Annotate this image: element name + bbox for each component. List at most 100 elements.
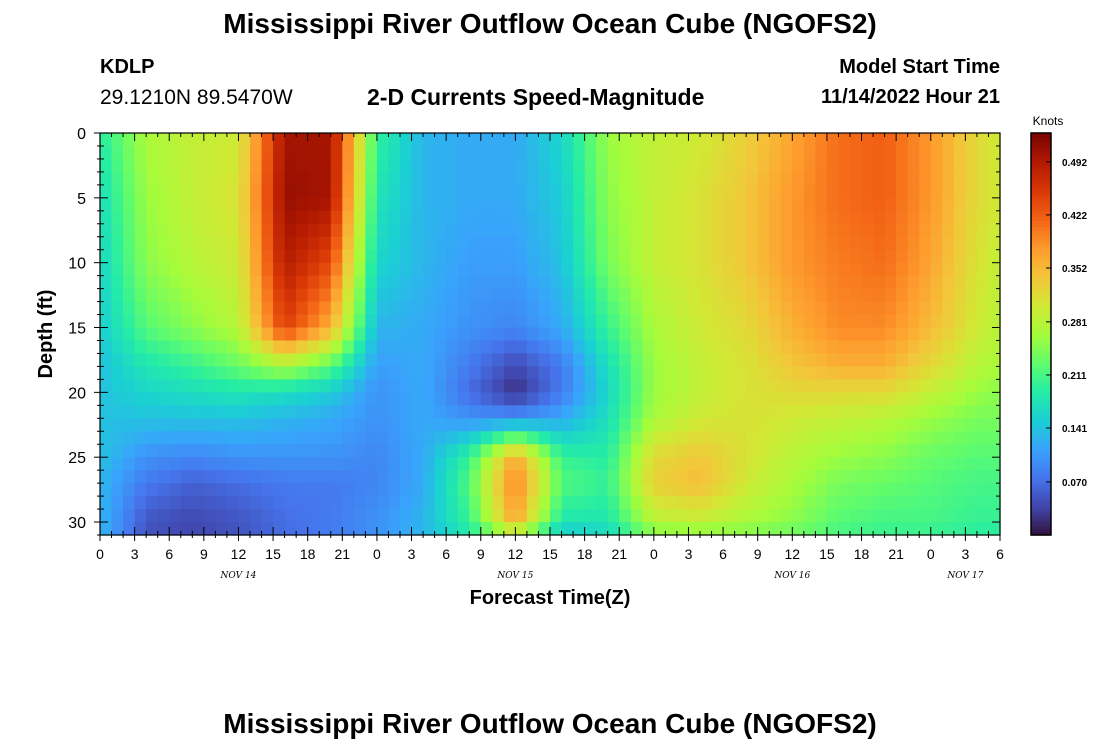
heatmap-cell (434, 288, 447, 303)
x-tick-label: 0 (650, 546, 658, 562)
heatmap-cell (111, 522, 124, 536)
heatmap-cell (376, 470, 390, 484)
heatmap-cell (526, 392, 540, 406)
heatmap-cell (642, 509, 655, 523)
heatmap-cell (630, 457, 643, 471)
heatmap-cell (676, 366, 690, 380)
heatmap-cell (261, 275, 274, 290)
heatmap-cell (296, 353, 309, 368)
heatmap-cell (388, 496, 401, 510)
heatmap-cell (169, 483, 182, 497)
heatmap-cell (757, 444, 770, 458)
heatmap-cell (273, 353, 286, 368)
heatmap-cell (157, 366, 170, 380)
heatmap-cell (965, 197, 978, 212)
heatmap-cell (157, 431, 170, 445)
heatmap-cell (250, 314, 263, 329)
heatmap-cell (896, 133, 909, 147)
heatmap-cell (503, 275, 516, 290)
heatmap-cell (388, 262, 401, 277)
heatmap-cell (226, 522, 240, 536)
heatmap-cell (596, 340, 609, 355)
colorbar-swatch (1031, 474, 1051, 479)
date-label: NOV 14 (220, 571, 257, 581)
heatmap-cell (157, 301, 170, 316)
heatmap-cell (146, 392, 159, 406)
heatmap-cell (480, 158, 493, 173)
heatmap-cell (307, 133, 320, 147)
heatmap-cell (665, 133, 678, 147)
heatmap-cell (515, 483, 528, 497)
heatmap-cell (250, 418, 263, 432)
heatmap-cell (688, 197, 701, 212)
heatmap-cell (976, 470, 990, 484)
heatmap-cell (492, 379, 505, 393)
heatmap-cell (573, 496, 586, 510)
heatmap-cell (653, 301, 666, 316)
colorbar-swatch (1031, 491, 1051, 496)
colorbar-swatch (1031, 250, 1051, 255)
heatmap-cell (134, 158, 147, 173)
heatmap-cell (538, 431, 551, 445)
heatmap-cell (896, 392, 909, 406)
heatmap-cell (111, 301, 124, 316)
heatmap-cell (446, 288, 459, 303)
heatmap-cell (919, 210, 932, 225)
heatmap-cell (400, 483, 413, 497)
heatmap-cell (319, 197, 332, 212)
heatmap-cell (146, 340, 159, 355)
heatmap-cell (584, 158, 597, 173)
heatmap-cell (226, 184, 240, 199)
heatmap-cell (746, 145, 759, 160)
heatmap-cell (503, 431, 516, 445)
heatmap-cell (307, 288, 320, 303)
heatmap-cell (376, 145, 390, 160)
heatmap-cell (584, 236, 597, 251)
heatmap-cell (100, 275, 113, 290)
heatmap-cell (203, 314, 216, 329)
heatmap-cell (134, 184, 147, 199)
heatmap-cell (861, 405, 874, 419)
heatmap-cell (757, 133, 770, 147)
heatmap-cell (607, 171, 620, 186)
heatmap-cell (526, 314, 540, 329)
heatmap-cell (526, 262, 540, 277)
heatmap-cell (307, 522, 320, 536)
heatmap-cell (273, 223, 286, 238)
heatmap-cell (457, 379, 470, 393)
heatmap-cell (965, 379, 978, 393)
heatmap-cell (561, 223, 574, 238)
heatmap-cell (942, 353, 955, 368)
heatmap-cell (630, 301, 643, 316)
heatmap-cell (792, 353, 805, 368)
heatmap-cell (538, 496, 551, 510)
heatmap-cell (180, 444, 193, 458)
heatmap-cell (630, 249, 643, 264)
heatmap-cell (169, 353, 182, 368)
colorbar-swatch (1031, 206, 1051, 211)
heatmap-cell (953, 379, 966, 393)
heatmap-cell (134, 197, 147, 212)
heatmap-cell (607, 262, 620, 277)
heatmap-cell (284, 405, 297, 419)
heatmap-cell (976, 314, 990, 329)
heatmap-cell (284, 431, 297, 445)
heatmap-cell (342, 314, 355, 329)
heatmap-cell (250, 236, 263, 251)
heatmap-cell (896, 249, 909, 264)
colorbar-swatch (1031, 524, 1051, 529)
heatmap-cell (250, 392, 263, 406)
heatmap-cell (676, 249, 690, 264)
heatmap-cell (296, 133, 309, 147)
heatmap-cell (746, 444, 759, 458)
heatmap-cell (238, 418, 251, 432)
heatmap-cell (896, 470, 909, 484)
heatmap-cell (734, 210, 747, 225)
heatmap-cell (826, 431, 840, 445)
heatmap-cell (861, 301, 874, 316)
heatmap-cell (203, 288, 216, 303)
heatmap-cell (180, 275, 193, 290)
heatmap-cell (711, 314, 724, 329)
heatmap-cell (757, 509, 770, 523)
heatmap-cell (850, 249, 863, 264)
